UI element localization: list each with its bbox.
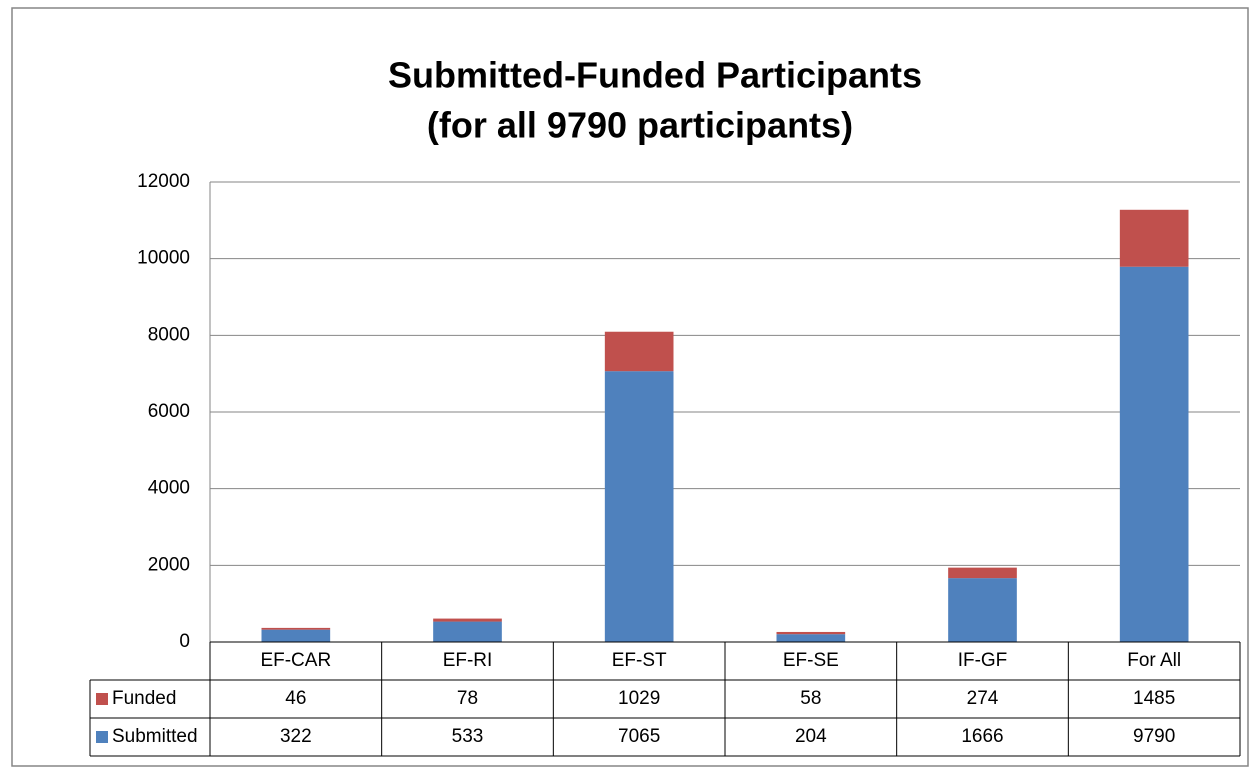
bar-segment [948,567,1017,579]
x-tick-label: EF-CAR [260,650,331,671]
table-value: 1666 [961,726,1003,747]
bar-segment [1119,209,1189,267]
y-tick-label: 0 [179,631,190,652]
y-tick-label: 6000 [148,401,190,422]
bar-segment [776,634,846,642]
table-value: 9790 [1133,726,1175,747]
bar-segment [776,631,846,635]
table-value: 58 [800,688,821,709]
table-value: 1485 [1133,688,1175,709]
table-value: 1029 [618,688,660,709]
x-tick-label: EF-RI [443,650,493,671]
y-tick-label: 10000 [137,248,190,269]
bar-segment [433,621,502,642]
y-tick-label: 8000 [148,324,190,345]
chart-title: Submitted-Funded Participants [388,55,922,96]
table-value: 274 [967,688,999,709]
x-tick-label: EF-SE [783,650,839,671]
chart-title: (for all 9790 participants) [427,105,853,146]
bar-segment [1119,266,1189,642]
bar-segment [604,371,674,642]
y-tick-label: 12000 [137,171,190,192]
bar-segment [948,578,1017,642]
bar-segment [261,627,331,630]
bar-segment [261,629,331,642]
legend-label: Funded [112,688,176,709]
x-tick-label: IF-GF [958,650,1008,671]
legend-label: Submitted [112,726,198,747]
table-value: 204 [795,726,827,747]
y-tick-label: 4000 [148,478,190,499]
table-value: 46 [285,688,306,709]
legend-key [96,693,108,705]
table-value: 7065 [618,726,660,747]
bar-segment [604,331,674,372]
x-tick-label: EF-ST [612,650,667,671]
x-tick-label: For All [1127,650,1181,671]
legend-key [96,731,108,743]
table-value: 78 [457,688,478,709]
y-tick-label: 2000 [148,554,190,575]
table-value: 322 [280,726,312,747]
bar-segment [433,618,502,622]
table-value: 533 [452,726,484,747]
